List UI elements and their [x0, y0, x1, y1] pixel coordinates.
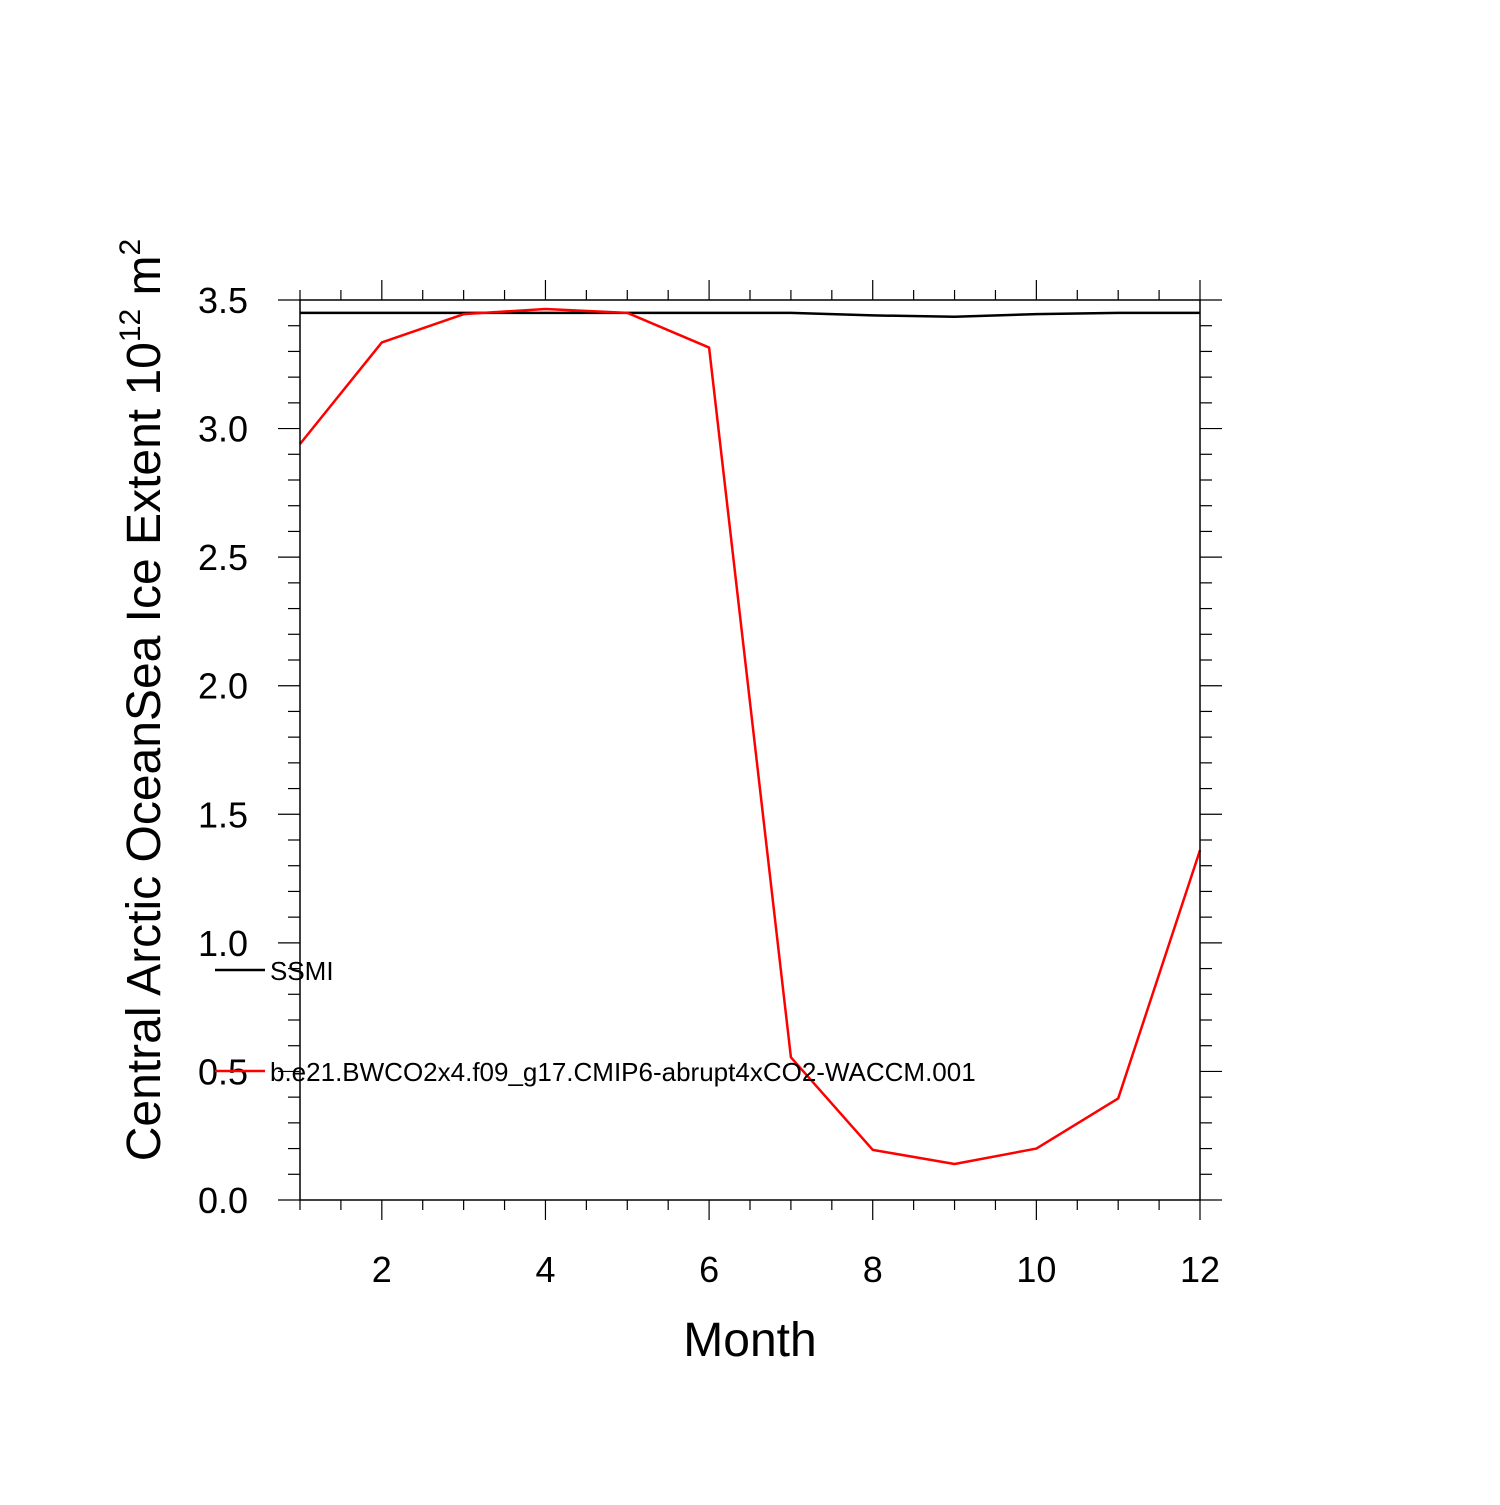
x-tick-label: 8 [863, 1249, 883, 1290]
series-line-waccm [299, 307, 1202, 1166]
y-axis-title-unit: m [118, 255, 171, 308]
y-tick-label: 1.5 [198, 794, 248, 835]
y-tick-label: 3.5 [198, 280, 248, 321]
x-tick-label: 6 [699, 1249, 719, 1290]
y-axis-title-unit-exponent: 2 [114, 239, 147, 256]
y-axis-title-main: Central Arctic OceanSea Ice Extent 10 [118, 342, 171, 1161]
y-tick-label: 3.0 [198, 409, 248, 450]
tick-labels-layer: 2 4 6 8 10 120.00.51.01.52.02.53.03.5 [198, 280, 1220, 1290]
x-tick-label: 2 [372, 1249, 392, 1290]
y-tick-label: 0.0 [198, 1180, 248, 1221]
x-tick-label: 4 [535, 1249, 555, 1290]
y-tick-label: 1.0 [198, 923, 248, 964]
y-axis-title: Central Arctic OceanSea Ice Extent 1012 … [114, 239, 171, 1161]
series-layer [299, 307, 1202, 1166]
plot-frame [299, 299, 1201, 1201]
x-tick-label: 10 [1016, 1249, 1056, 1290]
x-tick-label: 12 [1180, 1249, 1220, 1290]
y-tick-label: 2.5 [198, 537, 248, 578]
x-axis-title: Month [683, 1314, 816, 1367]
y-tick-label: 2.0 [198, 666, 248, 707]
legend: SSMI b.e21.BWCO2x4.f09_g17.CMIP6-abrupt4x… [215, 956, 976, 1087]
ticks-layer [278, 280, 1222, 1220]
series-line-ssmi [300, 311, 1200, 318]
legend-label: b.e21.BWCO2x4.f09_g17.CMIP6-abrupt4xCO2-… [270, 1057, 976, 1087]
legend-label: SSMI [270, 956, 334, 986]
y-axis-title-exponent: 12 [114, 309, 147, 342]
